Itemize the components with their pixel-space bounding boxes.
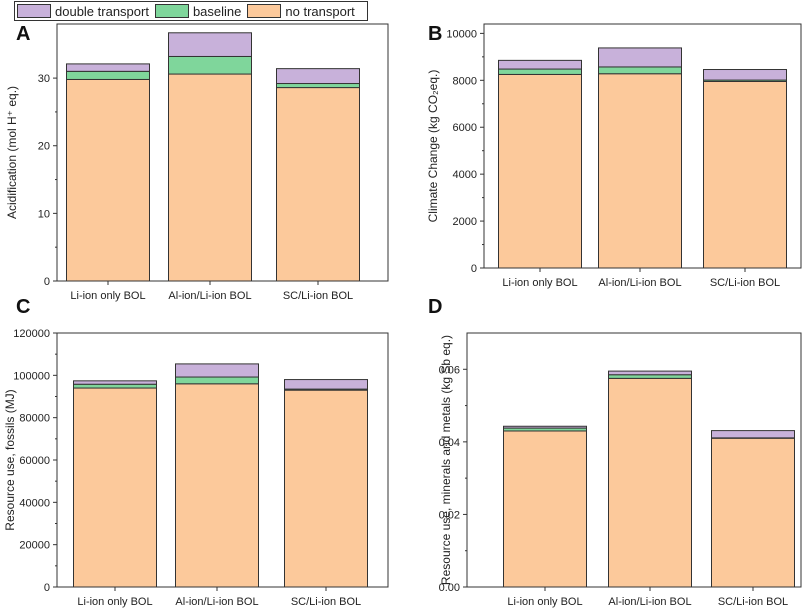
panel-d-bar-no-transport [608, 377, 692, 588]
panel-a-bar-double-transport [276, 68, 360, 85]
panel-a-bar-baseline [66, 70, 150, 80]
panel-d-ylabel: Resource use, minerals and metals (kg Sb… [439, 335, 453, 585]
panel-b-bar-double-transport [703, 69, 787, 81]
panel-d-ytick-label: 0.04 [439, 437, 460, 449]
panel-a-bar-double-transport [66, 63, 150, 72]
panel-b-bar-baseline [498, 68, 582, 75]
panel-b-xtick-label: SC/Li-ion BOL [710, 277, 780, 289]
panel-a-bar-double-transport [168, 32, 252, 57]
panel-d-xtick-label: Li-ion only BOL [507, 596, 582, 608]
legend-label-no-transport: no transport [285, 3, 355, 19]
panel-a-xtick-label: Al-ion/Li-ion BOL [168, 290, 251, 302]
panel-d-bar-no-transport [711, 437, 795, 588]
panel-d-xtick-label: Al-ion/Li-ion BOL [608, 596, 691, 608]
panel-a-ytick-label: 10 [38, 208, 50, 220]
panel-c-ytick-label: 20000 [19, 540, 50, 552]
panel-c-ytick-label: 120000 [13, 328, 50, 340]
panel-a-bar-no-transport [168, 73, 252, 282]
panel-b-bar-baseline [598, 66, 682, 75]
panel-c-ytick-label: 40000 [19, 497, 50, 509]
panel-d-letter: D [428, 296, 442, 318]
legend-swatch-double-transport [17, 4, 51, 18]
panel-c-ytick-label: 80000 [19, 413, 50, 425]
legend-item-double-transport: double transport [17, 4, 149, 19]
panel-d-xtick-label: SC/Li-ion BOL [718, 596, 788, 608]
panel-a-bar-no-transport [276, 87, 360, 282]
panel-a-letter: A [16, 23, 30, 45]
panel-b-ytick-label: 6000 [453, 122, 477, 134]
panel-d-bar-double-transport [608, 370, 692, 376]
legend-swatch-baseline [154, 4, 189, 18]
panel-a-ylabel: Acidification (mol H⁺ eq.) [5, 86, 19, 219]
panel-a-bar-baseline [168, 55, 252, 75]
legend-label-baseline: baseline [192, 3, 242, 19]
panel-b-bar-double-transport [498, 59, 582, 70]
panel-d-ytick-label: 0.02 [439, 509, 460, 521]
panel-c-ylabel: Resource use, fossils (MJ) [3, 389, 17, 530]
panel-c-letter: C [16, 296, 30, 318]
panel-d-bar-baseline [608, 374, 692, 379]
panel-c-bar-no-transport [284, 389, 368, 588]
panel-c-bar-no-transport [175, 383, 259, 588]
panel-d-ytick-label: 0.06 [439, 364, 460, 376]
panel-c-ytick-label: 0 [44, 582, 50, 594]
panel-b-ytick-label: 2000 [453, 216, 477, 228]
panel-c-ytick-label: 60000 [19, 455, 50, 467]
panel-b-ytick-label: 8000 [453, 75, 477, 87]
panel-b-ytick-label: 0 [471, 263, 477, 275]
panel-a-ytick-label: 0 [44, 276, 50, 288]
panel-d-bar-double-transport [711, 430, 795, 439]
panel-b-bar-no-transport [498, 73, 582, 269]
legend-item-no-transport: no transport [247, 3, 355, 19]
panel-a-ytick-label: 30 [38, 73, 50, 85]
panel-c-xtick-label: Al-ion/Li-ion BOL [175, 596, 258, 608]
legend-label-double-transport: double transport [55, 3, 149, 19]
panel-b-ytick-label: 4000 [453, 169, 477, 181]
panel-b-ylabel: Climate Change (kg CO₂eq.) [426, 70, 440, 223]
panel-c-bar-baseline [73, 383, 157, 389]
panel-b-bar-double-transport [598, 47, 682, 68]
legend-swatch-no-transport [247, 4, 282, 18]
panel-d-bar-no-transport [503, 430, 587, 588]
panel-b-xtick-label: Li-ion only BOL [502, 277, 577, 289]
panel-b-bar-no-transport [703, 80, 787, 269]
panel-c-bar-no-transport [73, 387, 157, 588]
panel-a-ytick-label: 20 [38, 141, 50, 153]
panel-a-xtick-label: SC/Li-ion BOL [283, 290, 353, 302]
panel-a-xtick-label: Li-ion only BOL [70, 290, 145, 302]
legend-item-baseline: baseline [154, 3, 242, 19]
panel-c-bar-double-transport [73, 380, 157, 385]
panel-d-bar-double-transport [503, 425, 587, 429]
panel-d-ytick-label: 0.00 [439, 582, 460, 594]
panel-c-xtick-label: Li-ion only BOL [77, 596, 152, 608]
panel-b-bar-no-transport [598, 73, 682, 269]
panel-b-xtick-label: Al-ion/Li-ion BOL [598, 277, 681, 289]
panel-c-bar-double-transport [175, 363, 259, 378]
panel-b-letter: B [428, 23, 442, 45]
panel-c-bar-baseline [175, 376, 259, 385]
legend: double transport baseline no transport [14, 1, 368, 21]
panel-a-bar-no-transport [66, 78, 150, 282]
panel-b-ytick-label: 10000 [446, 28, 477, 40]
panel-c-xtick-label: SC/Li-ion BOL [291, 596, 361, 608]
panel-c-ytick-label: 100000 [13, 370, 50, 382]
panel-c-bar-double-transport [284, 379, 368, 390]
panel-a-bar-baseline [276, 83, 360, 89]
